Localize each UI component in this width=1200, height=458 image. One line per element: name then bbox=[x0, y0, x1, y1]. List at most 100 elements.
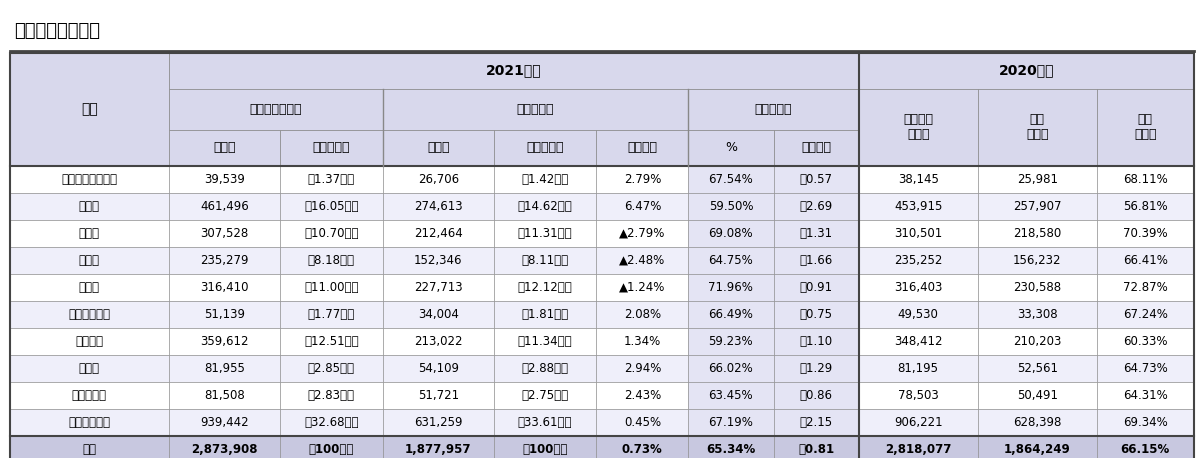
FancyBboxPatch shape bbox=[689, 273, 774, 300]
Text: （2.88％）: （2.88％） bbox=[522, 362, 569, 375]
Text: （33.61％）: （33.61％） bbox=[517, 415, 572, 429]
FancyBboxPatch shape bbox=[689, 131, 774, 165]
FancyBboxPatch shape bbox=[978, 165, 1097, 192]
Text: 6.47%: 6.47% bbox=[624, 200, 661, 213]
FancyBboxPatch shape bbox=[596, 131, 689, 165]
FancyBboxPatch shape bbox=[1097, 165, 1194, 192]
FancyBboxPatch shape bbox=[383, 382, 493, 409]
FancyBboxPatch shape bbox=[10, 273, 169, 300]
Text: 257,907: 257,907 bbox=[1013, 200, 1062, 213]
Text: 不動産業: 不動産業 bbox=[76, 335, 103, 348]
FancyBboxPatch shape bbox=[1097, 382, 1194, 409]
Text: 68.11%: 68.11% bbox=[1123, 173, 1168, 185]
FancyBboxPatch shape bbox=[859, 219, 978, 246]
Text: 81,955: 81,955 bbox=[204, 362, 245, 375]
Text: 運輸業: 運輸業 bbox=[79, 362, 100, 375]
FancyBboxPatch shape bbox=[689, 192, 774, 219]
FancyBboxPatch shape bbox=[859, 246, 978, 273]
FancyBboxPatch shape bbox=[280, 327, 383, 354]
Text: 赤字法人率: 赤字法人率 bbox=[755, 103, 792, 116]
FancyBboxPatch shape bbox=[1097, 327, 1194, 354]
Text: 310,501: 310,501 bbox=[894, 227, 942, 240]
Text: －0.86: －0.86 bbox=[799, 388, 833, 402]
Text: 産業別赤字法人率: 産業別赤字法人率 bbox=[14, 22, 101, 40]
FancyBboxPatch shape bbox=[859, 165, 978, 192]
FancyBboxPatch shape bbox=[280, 354, 383, 382]
Text: 小売業: 小売業 bbox=[79, 281, 100, 294]
Text: 33,308: 33,308 bbox=[1016, 308, 1057, 321]
FancyBboxPatch shape bbox=[596, 165, 689, 192]
FancyBboxPatch shape bbox=[383, 131, 493, 165]
FancyBboxPatch shape bbox=[10, 300, 169, 327]
FancyBboxPatch shape bbox=[169, 300, 280, 327]
Text: 情報通信業: 情報通信業 bbox=[72, 388, 107, 402]
Text: （1.77％）: （1.77％） bbox=[307, 308, 355, 321]
FancyBboxPatch shape bbox=[169, 382, 280, 409]
Text: 67.54%: 67.54% bbox=[708, 173, 754, 185]
Text: 71.96%: 71.96% bbox=[708, 281, 754, 294]
FancyBboxPatch shape bbox=[689, 165, 774, 192]
FancyBboxPatch shape bbox=[978, 300, 1097, 327]
Text: 34,004: 34,004 bbox=[418, 308, 458, 321]
Text: （32.68％）: （32.68％） bbox=[304, 415, 359, 429]
Text: （2.83％）: （2.83％） bbox=[308, 388, 355, 402]
Text: 227,713: 227,713 bbox=[414, 281, 462, 294]
Text: ▲1.24%: ▲1.24% bbox=[619, 281, 666, 294]
FancyBboxPatch shape bbox=[280, 192, 383, 219]
FancyBboxPatch shape bbox=[978, 89, 1097, 165]
FancyBboxPatch shape bbox=[596, 300, 689, 327]
FancyBboxPatch shape bbox=[1097, 246, 1194, 273]
FancyBboxPatch shape bbox=[493, 409, 596, 436]
Text: 69.34%: 69.34% bbox=[1123, 415, 1168, 429]
FancyBboxPatch shape bbox=[689, 219, 774, 246]
Text: 赤字法人数: 赤字法人数 bbox=[517, 103, 554, 116]
Text: －0.91: －0.91 bbox=[799, 281, 833, 294]
Text: 56.81%: 56.81% bbox=[1123, 200, 1168, 213]
FancyBboxPatch shape bbox=[978, 354, 1097, 382]
Text: （16.05％）: （16.05％） bbox=[304, 200, 359, 213]
FancyBboxPatch shape bbox=[10, 165, 169, 192]
FancyBboxPatch shape bbox=[596, 192, 689, 219]
Text: 67.19%: 67.19% bbox=[708, 415, 754, 429]
Text: 1.34%: 1.34% bbox=[624, 335, 661, 348]
Text: 453,915: 453,915 bbox=[894, 200, 942, 213]
Text: 218,580: 218,580 bbox=[1013, 227, 1061, 240]
FancyBboxPatch shape bbox=[493, 219, 596, 246]
Text: 製造業: 製造業 bbox=[79, 227, 100, 240]
FancyBboxPatch shape bbox=[493, 192, 596, 219]
Text: （11.31％）: （11.31％） bbox=[517, 227, 572, 240]
FancyBboxPatch shape bbox=[774, 300, 859, 327]
Text: 1,877,957: 1,877,957 bbox=[404, 442, 472, 456]
Text: （構成比）: （構成比） bbox=[313, 142, 350, 154]
FancyBboxPatch shape bbox=[169, 192, 280, 219]
FancyBboxPatch shape bbox=[689, 246, 774, 273]
Text: 産業: 産業 bbox=[80, 102, 97, 116]
FancyBboxPatch shape bbox=[383, 273, 493, 300]
Text: 72.87%: 72.87% bbox=[1123, 281, 1168, 294]
FancyBboxPatch shape bbox=[493, 165, 596, 192]
Text: 普通申告法人数: 普通申告法人数 bbox=[250, 103, 302, 116]
FancyBboxPatch shape bbox=[493, 436, 596, 458]
Text: 2020年度: 2020年度 bbox=[998, 64, 1054, 78]
Text: －2.15: －2.15 bbox=[799, 415, 833, 429]
Text: －1.31: －1.31 bbox=[799, 227, 833, 240]
Text: 359,612: 359,612 bbox=[200, 335, 248, 348]
Text: 合計: 合計 bbox=[83, 442, 96, 456]
Text: 2.43%: 2.43% bbox=[624, 388, 661, 402]
FancyBboxPatch shape bbox=[689, 436, 774, 458]
FancyBboxPatch shape bbox=[1097, 409, 1194, 436]
FancyBboxPatch shape bbox=[10, 192, 169, 219]
FancyBboxPatch shape bbox=[978, 327, 1097, 354]
Text: 前年度比: 前年度比 bbox=[628, 142, 658, 154]
FancyBboxPatch shape bbox=[10, 436, 169, 458]
FancyBboxPatch shape bbox=[774, 273, 859, 300]
Text: 建設業: 建設業 bbox=[79, 200, 100, 213]
FancyBboxPatch shape bbox=[169, 246, 280, 273]
FancyBboxPatch shape bbox=[169, 354, 280, 382]
Text: 316,403: 316,403 bbox=[894, 281, 942, 294]
Text: 0.73%: 0.73% bbox=[622, 442, 662, 456]
FancyBboxPatch shape bbox=[280, 300, 383, 327]
Text: －0.81: －0.81 bbox=[798, 442, 834, 456]
FancyBboxPatch shape bbox=[383, 409, 493, 436]
Text: 906,221: 906,221 bbox=[894, 415, 942, 429]
